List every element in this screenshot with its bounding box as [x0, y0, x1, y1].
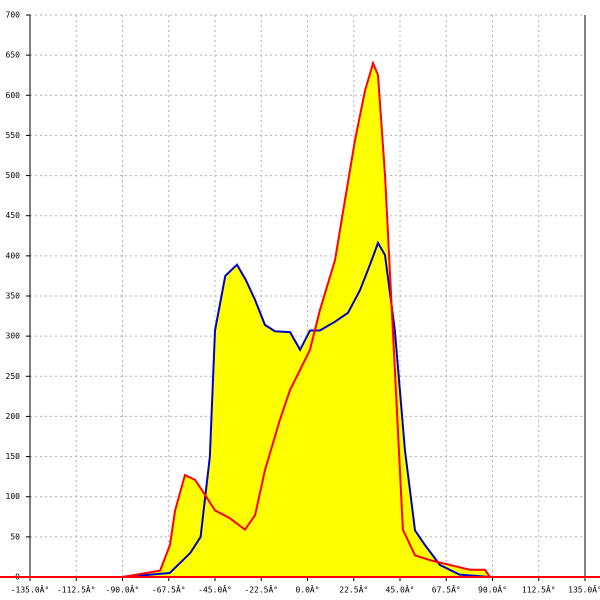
x-tick-label: -22.5Â°	[244, 584, 278, 595]
y-tick-label: 300	[6, 332, 21, 341]
y-tick-label: 350	[6, 292, 21, 301]
line	[122, 60, 491, 578]
y-tick-label: 500	[6, 171, 21, 180]
x-tick-label: -135.0Â°	[11, 584, 50, 595]
y-tick-label: 200	[6, 412, 21, 421]
line	[122, 240, 491, 578]
y-tick-label: 450	[6, 211, 21, 220]
x-tick-label: 22.5Â°	[339, 584, 368, 595]
y-tick-label: 600	[6, 91, 21, 100]
x-tick-label: 67.5Â°	[432, 584, 461, 595]
y-tick-label: 150	[6, 452, 21, 461]
x-tick-label: 112.5Â°	[522, 584, 556, 595]
y-tick-label: 550	[6, 131, 21, 140]
y-tick-label: 700	[6, 11, 21, 20]
x-tick-label: 135.0Â°	[568, 584, 600, 595]
x-tick-label: 0.0Â°	[295, 584, 319, 595]
y-tick-label: 50	[10, 532, 20, 541]
y-tick-label: 250	[6, 372, 21, 381]
x-tick-label: -90.0Â°	[106, 584, 140, 595]
y-tick-label: 400	[6, 251, 21, 260]
x-tick-label: -112.5Â°	[57, 584, 96, 595]
x-tick-label: 90.0Â°	[478, 584, 507, 595]
x-tick-label: 45.0Â°	[386, 584, 415, 595]
x-tick-label: -67.5Â°	[152, 584, 186, 595]
y-tick-label: 100	[6, 492, 21, 501]
x-tick-label: -45.0Â°	[198, 584, 232, 595]
y-tick-label: 650	[6, 51, 21, 60]
